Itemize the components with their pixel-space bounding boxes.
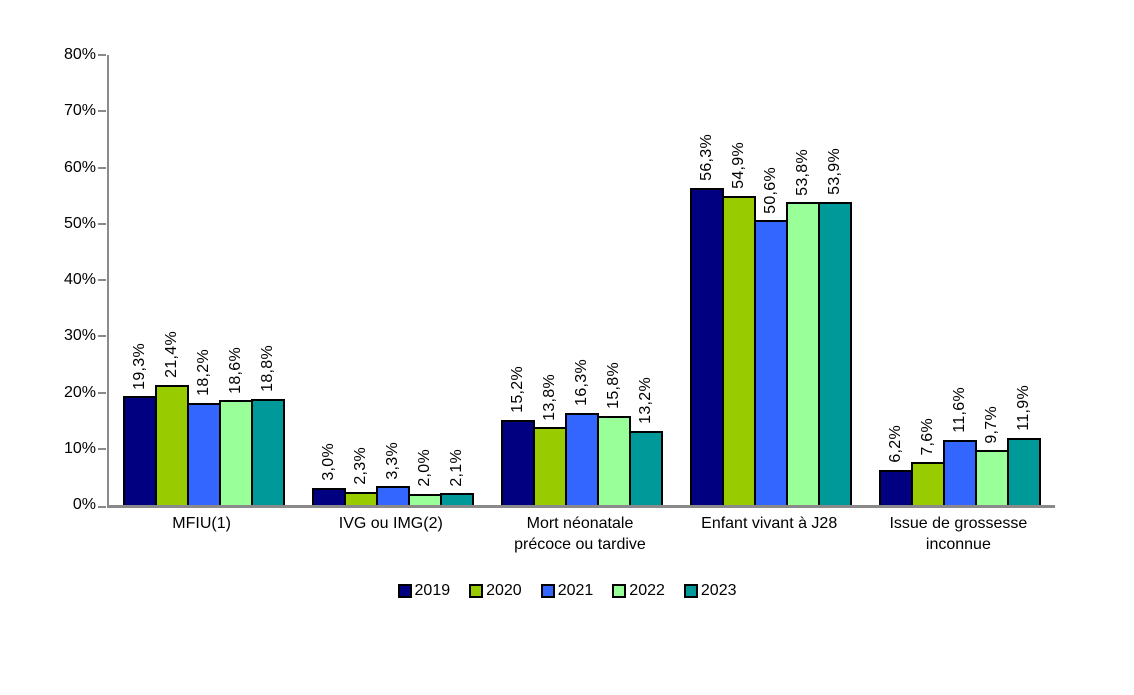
bar <box>565 413 599 505</box>
bar-value-label: 18,2% <box>194 348 212 396</box>
bar <box>408 493 442 505</box>
y-axis-tick-mark <box>98 505 106 508</box>
legend-label: 2021 <box>557 582 594 599</box>
bar <box>786 202 820 505</box>
y-axis-tick-mark <box>98 447 106 450</box>
legend-label: 2020 <box>486 582 522 599</box>
legend-item: 2020 <box>469 582 522 600</box>
plot-area: 19,3% 21,4% 18,2% 18,6% 18,8% 3,0% 2,3% 3,3% 2,0… <box>107 55 1055 508</box>
y-axis-tick-mark <box>98 54 106 56</box>
x-axis-category-label-line: Mort néonatale <box>526 515 634 532</box>
y-axis-tick-label: 50% <box>63 214 96 232</box>
bar <box>501 419 535 505</box>
legend-color-swatch <box>469 584 484 598</box>
legend-color-swatch <box>397 584 412 598</box>
y-axis-tick-label: 80% <box>63 46 96 63</box>
bar <box>312 488 346 505</box>
legend-label: 2019 <box>414 582 451 599</box>
bar-value-label: 11,6% <box>950 387 968 433</box>
bar-value-label: 18,6% <box>226 346 244 394</box>
bar-value-label: 2,3% <box>351 447 369 486</box>
legend-color-swatch <box>540 584 555 598</box>
bar <box>344 492 378 505</box>
bar-value-label: 54,9% <box>729 142 747 190</box>
bar <box>879 470 913 505</box>
y-axis-tick-mark <box>98 391 106 394</box>
bar-value-label: 2,0% <box>415 449 433 487</box>
legend-item: 2021 <box>540 582 594 600</box>
x-axis-category-label-line: inconnue <box>925 536 991 553</box>
bar-value-label: 3,0% <box>319 443 337 482</box>
legend-color-swatch <box>612 584 627 598</box>
bar-value-label: 3,3% <box>383 441 401 480</box>
y-axis-tick-label: 20% <box>63 383 96 401</box>
bar <box>187 402 221 505</box>
bar <box>251 399 285 505</box>
legend-item: 2022 <box>612 582 665 600</box>
x-axis-category-label-line: précoce ou tardive <box>514 536 646 553</box>
bar <box>818 201 852 505</box>
y-axis-tick-mark <box>98 279 106 281</box>
x-axis-category-label: Enfant vivant à J28 <box>675 513 864 534</box>
bar <box>155 384 189 505</box>
bar-value-label: 13,8% <box>540 373 558 421</box>
bar <box>219 400 253 505</box>
bar <box>690 188 724 505</box>
bar-value-label: 53,9% <box>825 147 843 195</box>
bar <box>722 196 756 505</box>
y-axis-tick-label: 10% <box>63 439 96 457</box>
x-axis-category-label: Issue de grossesse inconnue <box>864 513 1053 555</box>
y-axis-tick-label: 40% <box>63 271 96 288</box>
bar-value-label: 15,8% <box>604 362 622 410</box>
legend-label: 2022 <box>629 582 665 599</box>
bar <box>911 462 945 505</box>
bar <box>597 416 631 505</box>
bar-value-label: 19,3% <box>130 342 148 390</box>
bar-value-label: 13,2% <box>636 376 654 424</box>
y-axis-tick-mark <box>98 110 106 113</box>
bar <box>1007 438 1041 505</box>
y-axis-tick-mark <box>98 222 106 225</box>
bar <box>440 493 474 505</box>
y-axis-tick-label: 60% <box>63 158 96 176</box>
bar-value-label: 9,7% <box>982 405 1000 444</box>
legend-item: 2023 <box>683 582 737 600</box>
y-axis-tick-mark <box>98 335 106 338</box>
x-axis-category-label: IVG ou IMG(2) <box>296 513 485 534</box>
x-axis-category-label-line: Enfant vivant à J28 <box>701 515 838 532</box>
y-axis-tick-label: 30% <box>63 327 96 345</box>
x-axis-category-label: MFIU(1) <box>107 513 296 534</box>
x-axis-category-label-line: Issue de grossesse <box>889 515 1028 532</box>
bar <box>629 430 663 505</box>
bar-value-label: 53,8% <box>793 148 811 196</box>
x-axis-category-label-line: MFIU(1) <box>172 515 231 532</box>
bar-value-label: 2,1% <box>447 448 465 487</box>
y-axis-tick-mark <box>98 166 106 169</box>
bar <box>943 439 977 505</box>
bar-value-label: 16,3% <box>572 359 590 407</box>
bar <box>975 450 1009 505</box>
bar <box>123 396 157 505</box>
y-axis-tick-label: 70% <box>63 102 96 120</box>
legend: 2019 2020 2021 2022 2023 <box>0 582 1134 600</box>
bar-value-label: 15,2% <box>508 365 526 413</box>
bar-value-label: 56,3% <box>697 134 715 182</box>
bar-value-label: 18,8% <box>258 345 276 393</box>
legend-color-swatch <box>683 584 698 598</box>
x-axis-category-label-line: IVG ou IMG(2) <box>338 515 443 532</box>
legend-item: 2019 <box>397 582 451 600</box>
bar-value-label: 6,2% <box>886 425 904 464</box>
bar-value-label: 21,4% <box>162 330 180 378</box>
bar <box>754 220 788 505</box>
bar <box>533 427 567 505</box>
y-axis-tick-label: 0% <box>72 496 96 513</box>
bar-value-label: 11,9% <box>1014 385 1032 432</box>
bar <box>376 486 410 505</box>
bar-value-label: 7,6% <box>918 417 936 456</box>
legend-label: 2023 <box>700 582 737 599</box>
bar-value-label: 50,6% <box>761 166 779 214</box>
x-axis-category-label: Mort néonatale précoce ou tardive <box>485 513 674 555</box>
